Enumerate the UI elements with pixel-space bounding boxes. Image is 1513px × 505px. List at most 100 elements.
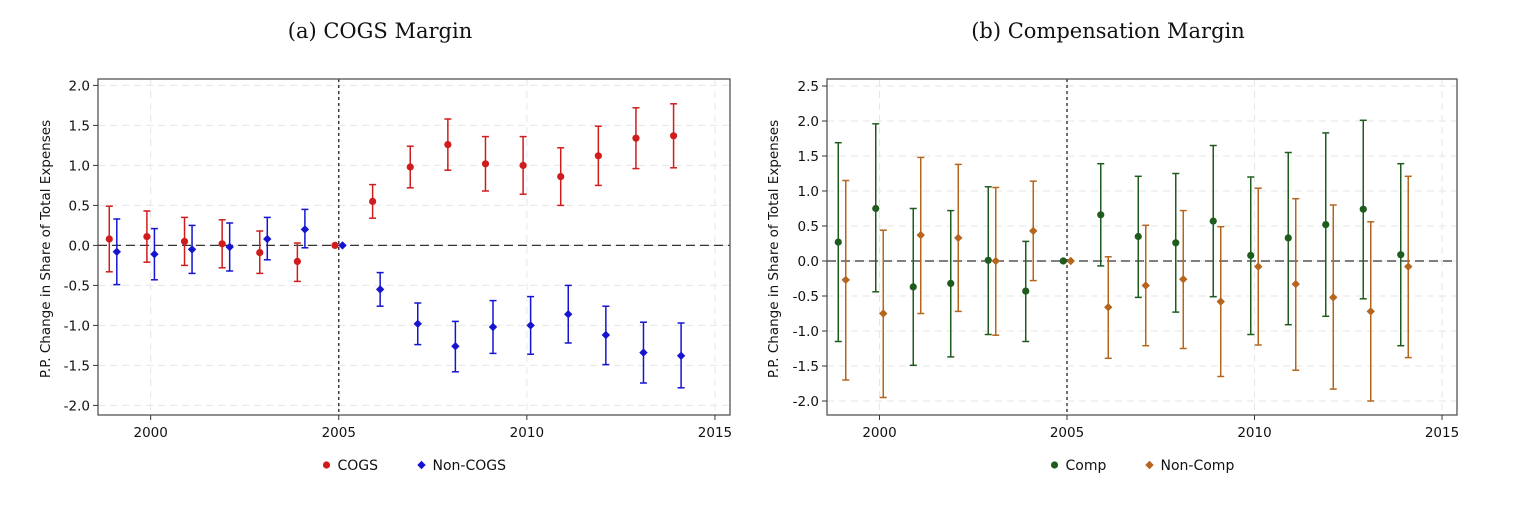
point-marker [1359, 205, 1367, 213]
point-marker [1216, 297, 1225, 306]
point-marker [954, 233, 963, 243]
point-marker [834, 238, 842, 246]
point-marker [413, 319, 422, 328]
point-marker [1329, 293, 1338, 302]
plot-frame [826, 78, 1458, 416]
point-marker [1172, 239, 1180, 247]
y-tick-label: -1.0 [64, 318, 90, 334]
point-marker [1254, 262, 1263, 271]
point-marker [947, 279, 955, 287]
axis-ticks: 2000 2005 2010 2015 -2.0 -1.5 -1.0 -0.5 0.0 0.5 1.… [64, 78, 732, 441]
point-marker [105, 235, 113, 243]
point-marker [526, 321, 535, 330]
x-tick-label: 2000 [862, 425, 896, 441]
data-points [105, 103, 686, 389]
panel-title: (b) Compensation Margin [971, 19, 1245, 43]
point-marker [150, 250, 159, 259]
point-marker [1322, 221, 1330, 229]
point-marker [909, 283, 917, 291]
panel-cogs-margin: (a) COGS Margin P.P. Change in Share of … [38, 19, 732, 474]
point-marker [444, 141, 452, 149]
y-axis-label: P.P. Change in Share of Total Expenses [766, 120, 782, 378]
point-marker [601, 330, 611, 340]
point-marker [293, 257, 301, 265]
y-tick-label: -1.0 [793, 324, 819, 340]
y-tick-label: -1.5 [64, 358, 90, 374]
y-tick-label: 1.5 [798, 149, 819, 165]
point-marker [669, 132, 678, 140]
legend: COGS Non-COGS [322, 458, 506, 474]
series-non-comp [841, 156, 1413, 402]
point-marker [1104, 303, 1113, 312]
point-marker [991, 256, 1000, 266]
y-tick-label: -0.5 [64, 278, 90, 294]
point-marker [1134, 232, 1142, 241]
point-marker [263, 234, 272, 244]
point-marker [557, 173, 565, 181]
point-marker [879, 309, 888, 318]
point-marker [375, 285, 385, 294]
y-tick-label: 1.0 [798, 184, 819, 200]
point-marker [331, 241, 339, 249]
series-non-cogs [112, 208, 686, 389]
point-marker [1291, 279, 1300, 289]
y-tick-label: 0.0 [69, 238, 90, 254]
x-tick-label: 2000 [133, 425, 167, 441]
panel-title: (a) COGS Margin [288, 19, 472, 43]
point-marker [1366, 307, 1375, 316]
legend-label: COGS [338, 458, 379, 474]
point-marker [112, 247, 122, 256]
point-marker [984, 256, 992, 264]
point-marker [1097, 211, 1105, 219]
legend-label: Comp [1066, 458, 1107, 474]
point-marker [594, 152, 602, 160]
legend-marker [417, 460, 426, 470]
point-marker [187, 245, 197, 254]
point-marker [1066, 256, 1075, 266]
point-marker [369, 197, 377, 205]
point-marker [1022, 287, 1030, 295]
y-tick-label: 0.0 [798, 254, 819, 270]
y-tick-label: -2.0 [793, 394, 819, 410]
point-marker [639, 348, 648, 357]
point-marker [1247, 251, 1255, 259]
y-tick-label: 0.5 [69, 198, 90, 214]
point-marker [300, 225, 310, 234]
y-axis-label: P.P. Change in Share of Total Expenses [38, 120, 54, 378]
legend-marker [322, 461, 331, 469]
point-marker [1059, 257, 1067, 265]
series-cogs [105, 103, 678, 283]
point-marker [180, 237, 189, 245]
point-marker [1141, 281, 1150, 290]
point-marker [143, 233, 151, 241]
legend-item-non-cogs: Non-COGS [417, 458, 506, 474]
point-marker [256, 249, 264, 257]
legend-item-cogs: COGS [322, 458, 379, 474]
y-tick-label: 2.5 [798, 79, 819, 95]
point-marker [872, 204, 880, 213]
legend-label: Non-COGS [433, 458, 507, 474]
point-marker [564, 310, 573, 319]
legend-item-non-comp: Non-Comp [1145, 458, 1234, 474]
point-marker [519, 161, 527, 169]
point-marker [1397, 251, 1405, 259]
data-points [834, 119, 1413, 402]
y-tick-label: 1.5 [69, 118, 90, 134]
reference-lines [98, 79, 730, 415]
legend-item-comp: Comp [1050, 458, 1107, 474]
point-marker [225, 242, 234, 252]
panel-compensation-margin: (b) Compensation Margin P.P. Change in S… [766, 19, 1459, 474]
reference-lines [827, 79, 1457, 415]
point-marker [841, 275, 850, 285]
legend-marker [1050, 461, 1059, 469]
point-marker [1029, 226, 1038, 236]
point-marker [632, 134, 640, 142]
point-marker [1404, 262, 1413, 271]
legend-label: Non-Comp [1161, 458, 1235, 474]
x-tick-label: 2005 [1050, 425, 1084, 441]
point-marker [1179, 275, 1188, 284]
point-marker [338, 241, 347, 250]
y-tick-label: 1.0 [69, 158, 90, 174]
point-marker [488, 322, 498, 332]
